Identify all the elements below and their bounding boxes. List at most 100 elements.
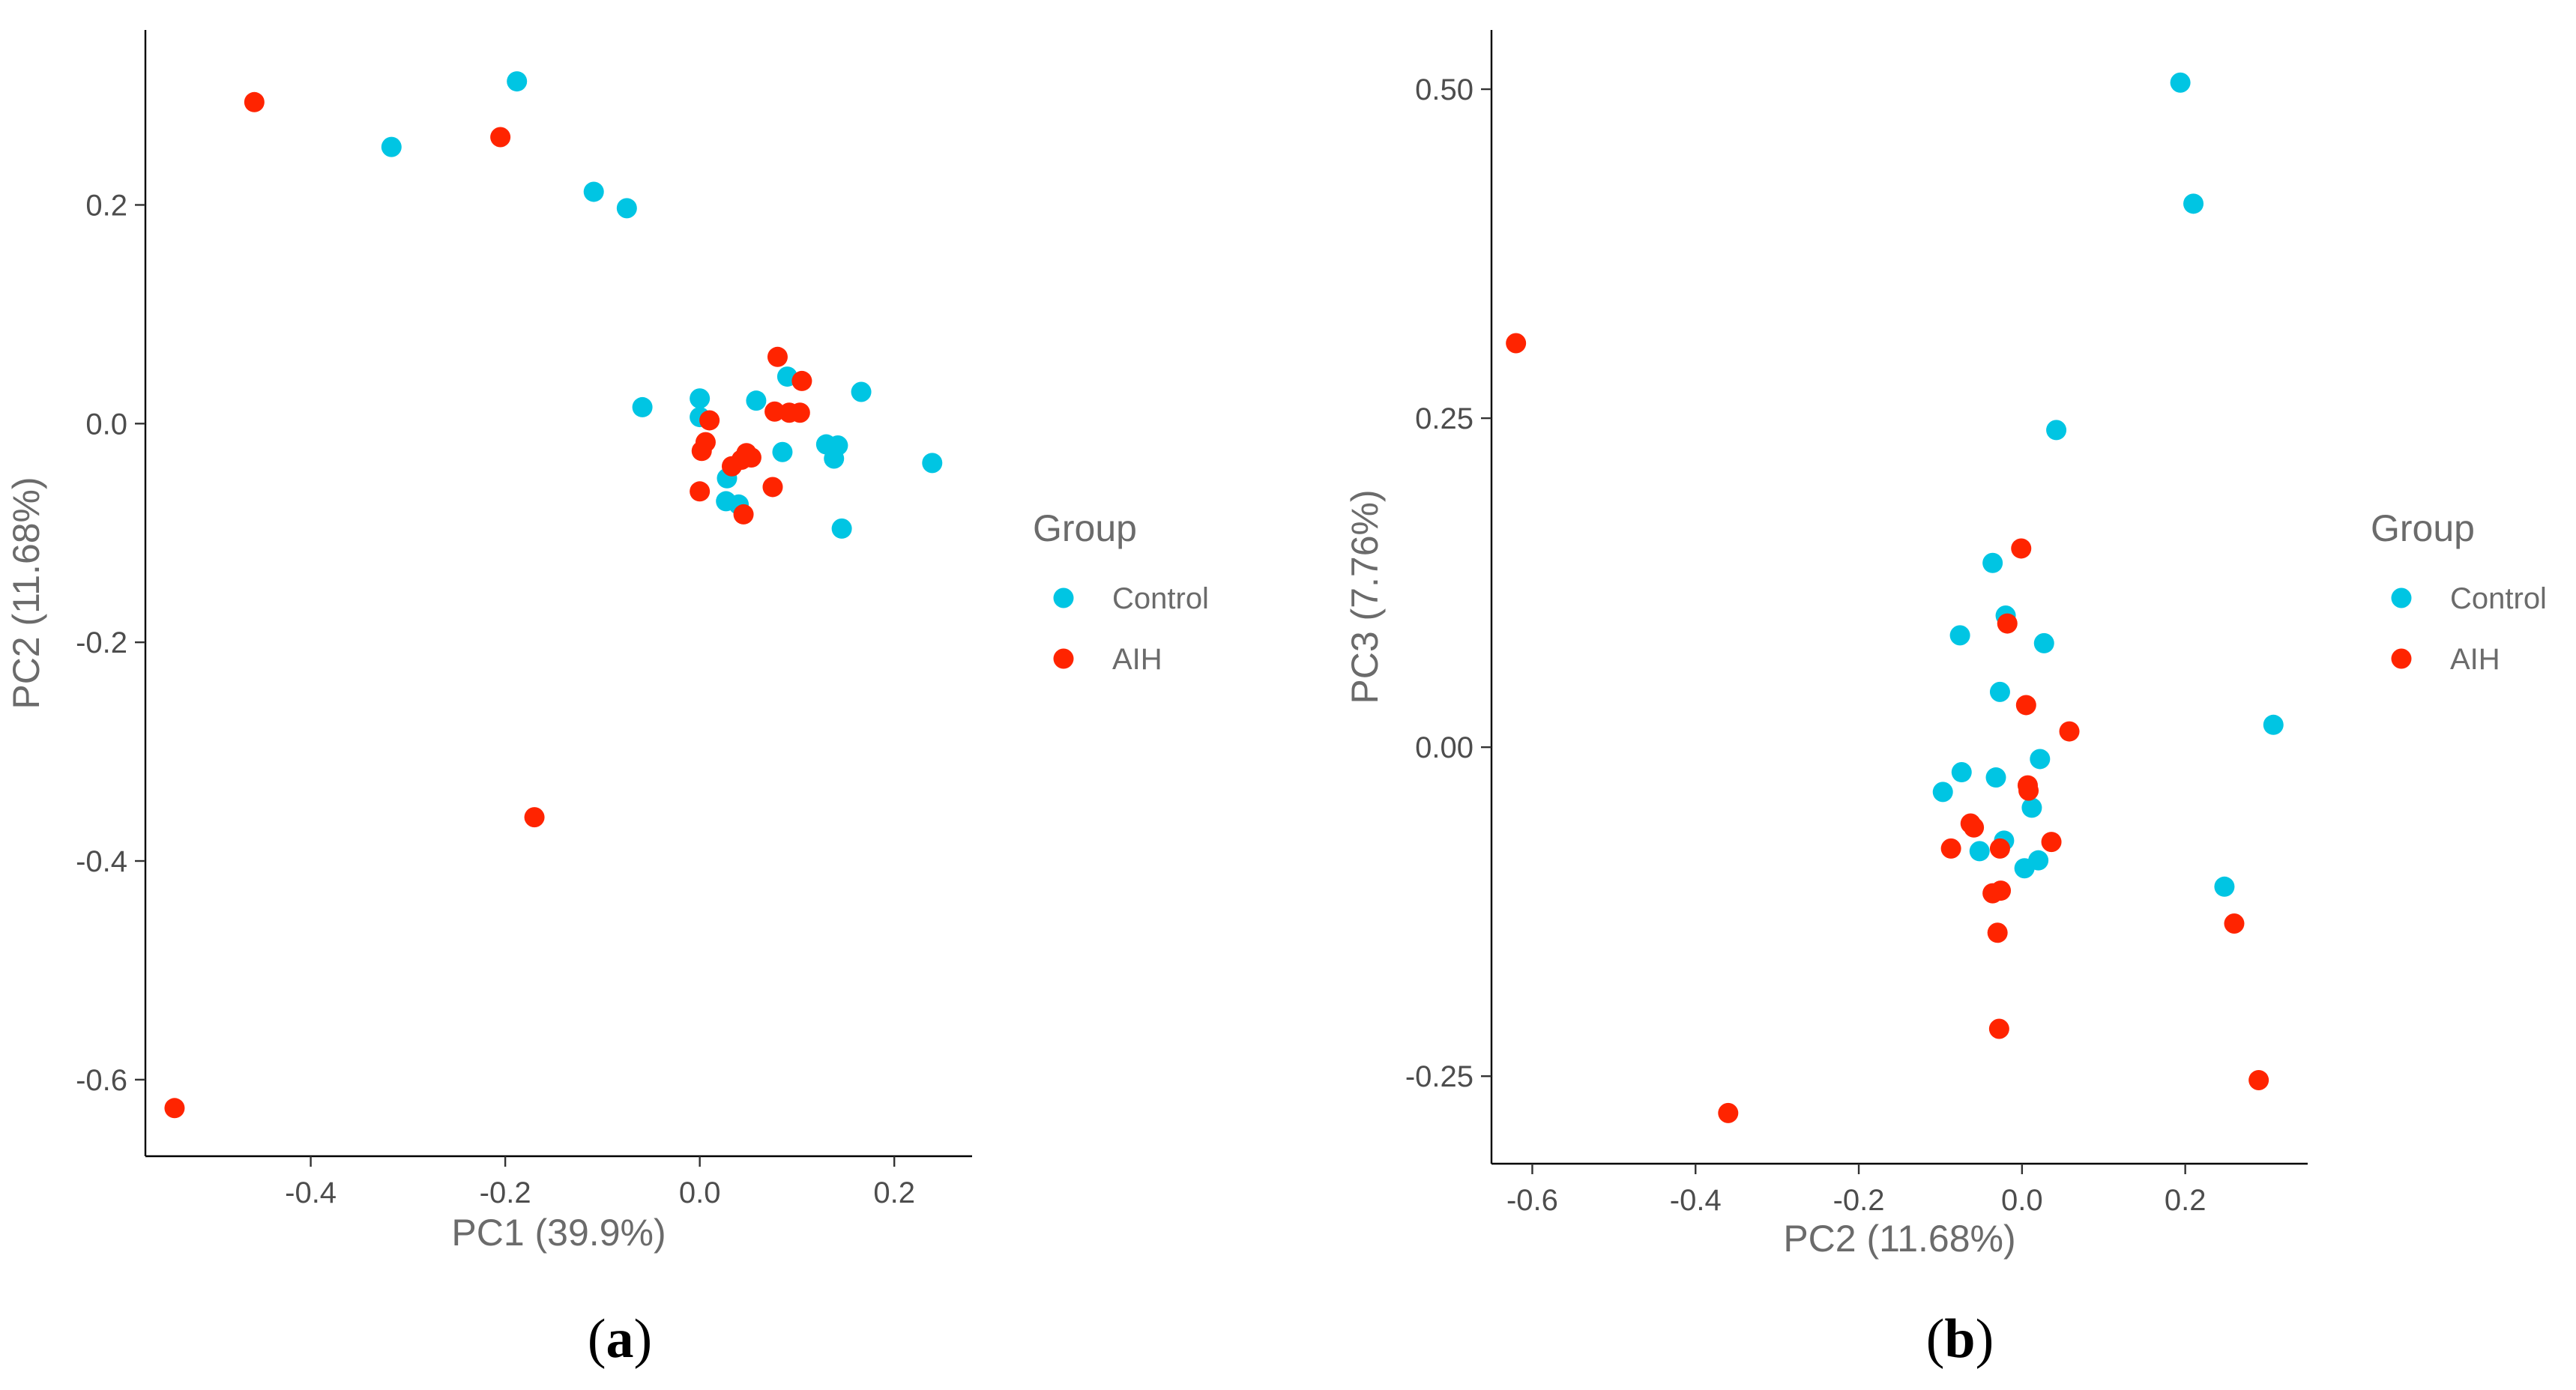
y-tick-label: 0.50 [1415,73,1473,106]
y-tick-label: -0.4 [76,845,127,878]
legend-key-control [1053,587,1074,608]
data-point-aih [690,481,711,502]
y-axis-title: PC2 (11.68%) [5,477,47,709]
data-point-control [922,453,943,474]
data-point-control [2046,420,2067,441]
data-point-aih [164,1098,185,1119]
panel-b-open-paren: ( [1925,1308,1945,1370]
data-point-aih [1991,880,2012,901]
data-point-aih [524,807,545,828]
data-point-control [851,381,872,402]
data-point-aih [2015,695,2036,716]
data-point-control [1969,841,1990,862]
data-point-aih [767,346,788,367]
data-point-aih [1988,1018,2009,1039]
data-point-aih [2041,832,2062,853]
y-tick-label: -0.6 [76,1064,127,1097]
data-point-control [1989,681,2010,702]
data-point-control [772,441,793,462]
x-tick-label: -0.2 [480,1176,531,1209]
legend-label-aih: AIH [1112,643,1162,676]
data-point-aih [244,91,265,112]
data-point-control [1982,552,2003,573]
data-point-aih [1506,333,1527,354]
data-point-aih [2248,1069,2269,1090]
data-point-aih [721,456,742,477]
data-point-aih [2059,721,2080,742]
scatter-plot-pc1-pc2: -0.4 -0.2 0.0 0.2 -0.6 -0.4 -0.2 0.0 0.2 PC1 (39.… [5,30,1209,1254]
data-point-aih [1997,613,2018,634]
data-point-aih [762,477,783,498]
data-point-control [616,198,637,219]
y-tick-label: 0.0 [85,408,127,441]
panel-a: -0.4 -0.2 0.0 0.2 -0.6 -0.4 -0.2 0.0 0.2 PC1 (39.… [5,30,1209,1371]
panel-b-close-paren: ) [1975,1308,1994,1370]
data-point-control [2214,876,2235,897]
data-point-control [1932,782,1953,803]
data-point-control [632,396,653,417]
scatter-plot-pc2-pc3: -0.6 -0.4 -0.2 0.0 0.2 -0.25 0.00 0.25 0.50 PC2 (… [1344,30,2547,1260]
data-point-aih [490,127,511,148]
data-point-control [381,136,402,157]
legend-title: Group [2371,507,2475,549]
data-point-aih [1964,817,1985,838]
x-axis-title: PC2 (11.68%) [1783,1218,2015,1260]
panel-a-close-paren: ) [633,1308,653,1370]
data-point-control [2014,858,2035,879]
x-tick-label: -0.2 [1833,1184,1885,1217]
panel-a-letter: a [606,1308,634,1370]
x-tick-label: 0.2 [2165,1184,2207,1217]
data-point-aih [1940,838,1961,859]
data-point-control [1951,762,1972,783]
data-point-aih [691,441,712,462]
panel-a-open-paren: ( [587,1308,606,1370]
data-point-aih [1718,1102,1739,1123]
y-tick-label: 0.25 [1415,402,1473,435]
data-point-aih [1989,838,2010,859]
data-point-control [507,71,528,92]
data-point-control [583,181,604,202]
data-point-aih [699,410,720,431]
x-tick-label: 0.0 [679,1176,721,1209]
data-point-control [1985,767,2006,788]
data-point-aih [2224,913,2245,934]
panel-b-label: (b) [1847,1308,2072,1371]
x-axis-title: PC1 (39.9%) [451,1212,666,1254]
x-tick-label: -0.4 [285,1176,337,1209]
legend-label-control: Control [1112,582,1209,615]
data-point-control [831,518,852,539]
x-tick-label: 0.2 [873,1176,915,1209]
legend-title: Group [1033,507,1137,549]
y-tick-label: -0.25 [1405,1060,1473,1093]
data-point-control [690,388,711,409]
panel-b: -0.6 -0.4 -0.2 0.0 0.2 -0.25 0.00 0.25 0.50 PC2 (… [1288,0,2576,1390]
legend-label-control: Control [2450,582,2547,615]
y-tick-label: 0.2 [85,189,127,222]
data-point-aih [789,402,810,423]
data-point-aih [1987,922,2008,943]
x-tick-label: 0.0 [2001,1184,2043,1217]
data-point-control [746,390,767,411]
legend-key-aih [2391,648,2412,669]
x-tick-label: -0.4 [1670,1184,1722,1217]
legend-key-aih [1053,648,1074,669]
x-tick-label: -0.6 [1506,1184,1558,1217]
data-point-control [2021,797,2042,818]
data-point-control [2030,749,2051,770]
panel-b-letter: b [1944,1308,1976,1370]
y-axis-title: PC3 (7.76%) [1344,489,1386,704]
data-point-control [2170,72,2191,93]
data-point-control [824,448,845,469]
legend-key-control [2391,587,2412,608]
y-tick-label: -0.2 [76,626,127,659]
y-tick-label: 0.00 [1415,731,1473,764]
data-point-aih [764,401,785,422]
data-point-control [1949,625,1970,646]
legend-label-aih: AIH [2450,643,2500,676]
data-point-control [2033,632,2054,653]
data-point-aih [733,504,754,525]
data-point-aih [791,370,812,391]
data-point-control [2263,714,2284,735]
panel-a-label: (a) [507,1308,732,1371]
